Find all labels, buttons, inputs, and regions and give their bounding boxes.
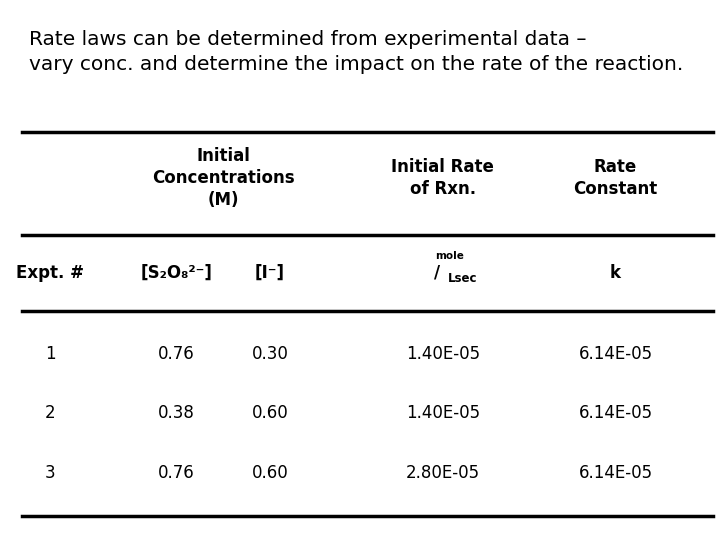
Text: Initial Rate
of Rxn.: Initial Rate of Rxn.: [392, 158, 494, 198]
Text: 0.60: 0.60: [251, 404, 289, 422]
Text: Expt. #: Expt. #: [17, 264, 84, 282]
Text: 3: 3: [45, 463, 55, 482]
Text: 0.76: 0.76: [158, 345, 195, 363]
Text: 1.40E-05: 1.40E-05: [406, 345, 480, 363]
Text: 0.38: 0.38: [158, 404, 195, 422]
Text: mole: mole: [436, 251, 464, 261]
Text: Rate laws can be determined from experimental data –
vary conc. and determine th: Rate laws can be determined from experim…: [29, 30, 683, 73]
Text: 6.14E-05: 6.14E-05: [579, 345, 652, 363]
Text: k: k: [610, 264, 621, 282]
Text: [I⁻]: [I⁻]: [255, 264, 285, 282]
Text: 2: 2: [45, 404, 55, 422]
Text: 1.40E-05: 1.40E-05: [406, 404, 480, 422]
Text: [S₂O₈²⁻]: [S₂O₈²⁻]: [140, 264, 212, 282]
Text: 6.14E-05: 6.14E-05: [579, 463, 652, 482]
Text: 0.30: 0.30: [251, 345, 289, 363]
Text: 1: 1: [45, 345, 55, 363]
Text: 0.76: 0.76: [158, 463, 195, 482]
Text: Initial
Concentrations
(M): Initial Concentrations (M): [152, 147, 294, 210]
Text: /: /: [434, 264, 441, 282]
Text: Lsec: Lsec: [448, 272, 477, 285]
Text: Rate
Constant: Rate Constant: [573, 158, 658, 198]
Text: 6.14E-05: 6.14E-05: [579, 404, 652, 422]
Text: 2.80E-05: 2.80E-05: [406, 463, 480, 482]
Text: 0.60: 0.60: [251, 463, 289, 482]
